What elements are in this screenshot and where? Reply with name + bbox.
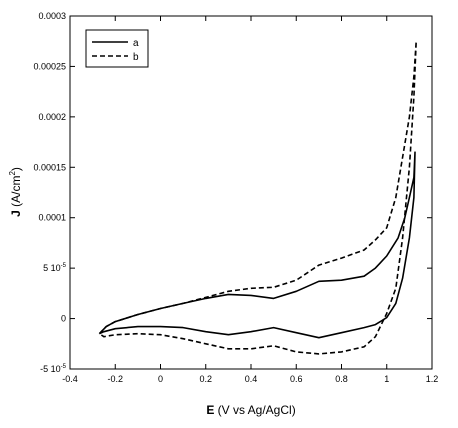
x-tick-label: 0.8: [335, 374, 348, 384]
x-tick-label: -0.4: [62, 374, 78, 384]
y-tick-label: 5 10-5: [43, 263, 67, 273]
y-axis-title-symbol: J: [9, 210, 23, 217]
axis-ticks: [69, 15, 433, 370]
x-axis-title-symbol: E: [206, 403, 214, 417]
y-tick-label: 0.0001: [38, 213, 66, 223]
x-tick-label: 0.6: [290, 374, 303, 384]
legend: a b: [85, 29, 149, 68]
y-axis-title-close: ): [9, 167, 23, 171]
y-tick-label: 0.0002: [38, 112, 66, 122]
y-tick-label: -5 10-5: [40, 364, 67, 374]
y-axis-title-unit: (A/cm: [9, 176, 23, 211]
y-axis-title-exponent: 2: [8, 171, 17, 176]
legend-label-a: a: [133, 38, 139, 49]
x-tick-label: 0.4: [245, 374, 258, 384]
y-axis-title: J (A/cm2): [8, 167, 23, 217]
legend-box: [85, 29, 149, 68]
x-tick-label: 1.2: [426, 374, 439, 384]
y-tick-label: 0.00015: [33, 162, 66, 172]
axis-tick-labels: -0.4 -0.2 0 0.2 0.4 0.6 0.8 1 1.2 -5 10-5 0 5 10-5 0…: [33, 11, 438, 384]
legend-label-b: b: [133, 52, 139, 63]
x-tick-label: 1: [384, 374, 389, 384]
y-tick-label: 0: [61, 314, 66, 324]
x-axis-title: E (V vs Ag/AgCl): [206, 403, 295, 417]
x-tick-label: 0: [158, 374, 163, 384]
series-line-a: [98, 151, 416, 339]
y-tick-label: 0.0003: [38, 11, 66, 21]
series-curves: [98, 40, 418, 355]
y-tick-label: 0.00025: [33, 61, 66, 71]
plot-frame: [69, 15, 433, 370]
x-tick-label: 0.2: [199, 374, 212, 384]
x-tick-label: -0.2: [107, 374, 123, 384]
series-line-b: [98, 40, 418, 355]
x-axis-title-unit: (V vs Ag/AgCl): [214, 403, 295, 417]
